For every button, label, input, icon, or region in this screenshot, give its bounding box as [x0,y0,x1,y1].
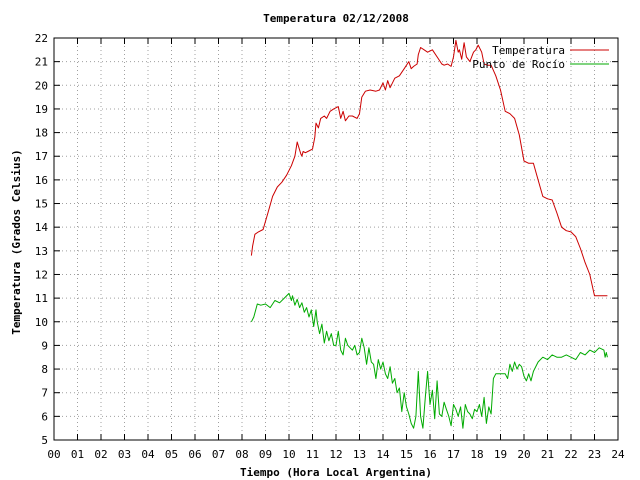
y-tick-label: 16 [35,174,48,187]
x-tick-label: 22 [564,448,577,461]
y-tick-label: 10 [35,316,48,329]
y-tick-label: 6 [41,410,48,423]
y-axis-title: Temperatura (Grados Celsius) [10,149,23,334]
x-tick-label: 02 [94,448,107,461]
y-tick-label: 18 [35,127,48,140]
x-tick-label: 12 [329,448,342,461]
x-tick-label: 21 [541,448,554,461]
axis-ticks: 00 01 02 03 04 05 06 07 08 09 10 11 12 13 14 15 16 17 18 19… [35,32,625,461]
x-tick-label: 09 [259,448,272,461]
y-tick-label: 12 [35,268,48,281]
y-tick-label: 5 [41,434,48,447]
y-tick-label: 8 [41,363,48,376]
grid [54,38,618,440]
x-tick-label: 16 [423,448,436,461]
y-tick-label: 22 [35,32,48,45]
x-tick-label: 13 [353,448,366,461]
legend-label-punto-de-rocio: Punto de Rocío [472,58,565,71]
x-tick-label: 20 [517,448,530,461]
plot-frame [53,37,619,441]
x-tick-label: 04 [141,448,155,461]
x-tick-label: 11 [306,448,319,461]
y-tick-label: 15 [35,198,48,211]
x-tick-label: 06 [188,448,201,461]
legend-label-temperatura: Temperatura [492,44,565,57]
x-tick-label: 05 [165,448,178,461]
y-tick-label: 21 [35,56,48,69]
x-tick-label: 07 [212,448,225,461]
x-tick-label: 00 [47,448,60,461]
series-line-temperatura [250,39,608,297]
x-tick-label: 10 [282,448,295,461]
y-tick-label: 19 [35,103,48,116]
y-tick-label: 14 [35,221,49,234]
chart-title: Temperatura 02/12/2008 [263,12,409,25]
x-tick-label: 15 [400,448,413,461]
y-tick-label: 13 [35,245,48,258]
x-tick-label: 18 [470,448,483,461]
y-tick-label: 20 [35,79,48,92]
x-axis-title: Tiempo (Hora Local Argentina) [240,466,432,479]
x-tick-label: 19 [494,448,507,461]
x-tick-label: 14 [376,448,390,461]
y-tick-label: 17 [35,150,48,163]
x-tick-label: 23 [588,448,601,461]
y-tick-label: 9 [41,339,48,352]
x-tick-label: 17 [447,448,460,461]
y-tick-label: 11 [35,292,48,305]
series-line-punto-de-rocio [250,292,608,429]
x-tick-label: 01 [71,448,84,461]
y-tick-label: 7 [41,387,48,400]
x-tick-label: 03 [118,448,131,461]
x-tick-label: 24 [611,448,625,461]
x-tick-label: 08 [235,448,248,461]
plot-lines [250,39,608,429]
